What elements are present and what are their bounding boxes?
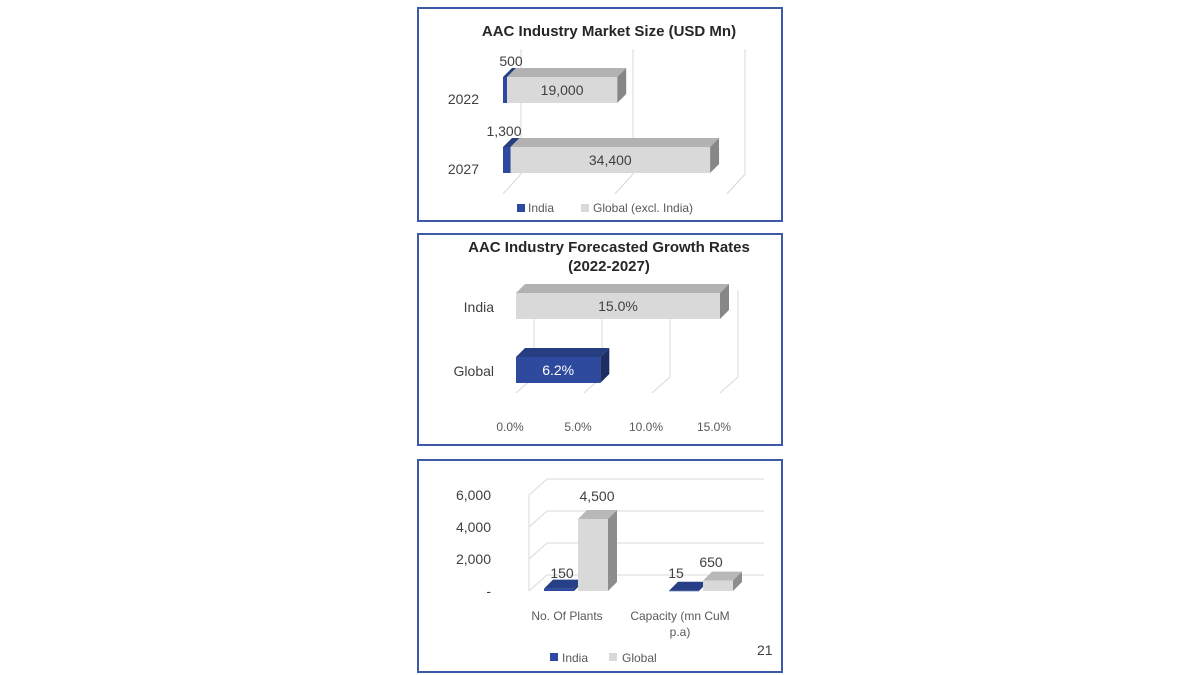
bar-global-2027-top <box>510 138 720 147</box>
gridline-base <box>614 173 634 195</box>
legend-swatch-global <box>609 653 617 661</box>
bar-global-2022-top <box>507 68 627 77</box>
gridline-base <box>502 173 522 195</box>
bar-global-2027 <box>510 138 720 173</box>
x-tick-label: 15.0% <box>697 420 731 434</box>
legend-label-global: Global <box>622 651 657 665</box>
bar-global-2022 <box>507 68 627 103</box>
bar-india-no-of-plants <box>544 579 583 591</box>
plants-capacity-chart: - 2,000 4,000 6,000 150 4,500 No. Of Plants 15 6… <box>456 478 764 665</box>
x-category-label-line: p.a) <box>670 625 691 639</box>
x-tick-label: 0.0% <box>496 420 524 434</box>
data-label-india: 15 <box>668 565 684 581</box>
gridline-base <box>719 376 739 394</box>
bar-global-top <box>516 348 610 357</box>
data-label-india: 1,300 <box>486 123 521 139</box>
data-label-global: 650 <box>699 554 723 570</box>
bar-india-front <box>516 293 720 319</box>
data-label-global: 4,500 <box>579 488 614 504</box>
bar-india-capacity-mn-cum-p-a-front <box>669 590 699 592</box>
bar-global-2027-side <box>710 138 720 173</box>
legend-label-india: India <box>528 201 554 215</box>
data-label-india: 500 <box>499 53 523 69</box>
x-tick-label: 5.0% <box>564 420 592 434</box>
chart-title: AAC Industry Market Size (USD Mn) <box>482 23 736 40</box>
gridline-base <box>651 376 671 394</box>
bar-global-no-of-plants-side <box>608 510 617 591</box>
legend-label-india: India <box>562 651 588 665</box>
bar-india-no-of-plants-front <box>544 588 574 591</box>
bar-global-capacity-mn-cum-p-a-front <box>703 580 733 591</box>
bar-global-2027-front <box>510 147 711 173</box>
market-size-chart-panel: AAC Industry Market Size (USD Mn) 2022 19,… <box>417 7 783 222</box>
bar-india-2027-front <box>503 147 511 173</box>
bar-india <box>516 284 729 319</box>
category-label: India <box>464 299 495 315</box>
bar-global-capacity-mn-cum-p-a-top <box>703 571 742 581</box>
bar-india-2022-front <box>503 77 507 103</box>
y-tick-label: - <box>486 583 491 599</box>
x-tick-label: 10.0% <box>629 420 663 434</box>
y-tick-label: 4,000 <box>456 519 491 535</box>
data-label-global: 6.2% <box>542 362 574 378</box>
category-label: 2022 <box>448 91 479 107</box>
data-label-india: 150 <box>550 565 574 581</box>
data-label-global: 34,400 <box>589 152 632 168</box>
y-tick-label: 2,000 <box>456 551 491 567</box>
x-category-label-line: Capacity (mn CuM <box>630 609 729 623</box>
data-label-global: 19,000 <box>541 82 584 98</box>
chart-title-line-2: (2022-2027) <box>568 258 650 275</box>
growth-rate-chart: AAC Industry Forecasted Growth Rates (202… <box>454 239 750 434</box>
bar-global-capacity-mn-cum-p-a-side <box>733 571 742 591</box>
chart-title-line-1: AAC Industry Forecasted Growth Rates <box>468 239 750 256</box>
growth-rate-chart-panel: AAC Industry Forecasted Growth Rates (202… <box>417 233 783 446</box>
legend-swatch-global <box>581 204 589 212</box>
y-tick-label: 6,000 <box>456 487 491 503</box>
gridline-side <box>528 542 548 560</box>
data-label-india: 15.0% <box>598 298 638 314</box>
bar-global-no-of-plants-top <box>578 510 617 519</box>
gridline-side <box>528 478 548 496</box>
bar-global <box>516 348 610 383</box>
page-number: 21 <box>757 642 773 658</box>
legend-swatch-india <box>550 653 558 661</box>
bar-global-front <box>516 357 601 383</box>
bar-india-2022-top <box>503 68 516 77</box>
bar-global-capacity-mn-cum-p-a <box>703 571 742 591</box>
bar-global-side <box>600 348 610 383</box>
bar-global-2022-side <box>617 68 627 103</box>
x-category-label-line: No. Of Plants <box>531 609 602 623</box>
legend-swatch-india <box>517 204 525 212</box>
plants-capacity-chart-panel: - 2,000 4,000 6,000 150 4,500 No. Of Plants 15 6… <box>417 459 783 673</box>
bar-india-2027-top <box>503 138 520 147</box>
bar-india-capacity-mn-cum-p-a <box>669 581 708 592</box>
bar-india-no-of-plants-top <box>544 579 583 589</box>
legend-label-global: Global (excl. India) <box>593 201 693 215</box>
bar-india-top <box>516 284 729 293</box>
category-label: 2027 <box>448 161 479 177</box>
bar-india-capacity-mn-cum-p-a-top <box>669 581 708 591</box>
bar-global-2022-front <box>507 77 618 103</box>
gridline-side <box>528 510 548 528</box>
gridline-base <box>726 173 746 195</box>
bar-global-no-of-plants <box>578 510 617 591</box>
category-label: Global <box>454 363 494 379</box>
market-size-chart: AAC Industry Market Size (USD Mn) 2022 19,… <box>448 23 746 215</box>
bar-india-side <box>720 284 729 319</box>
bar-global-no-of-plants-front <box>578 519 608 591</box>
gridline-side <box>528 574 548 592</box>
